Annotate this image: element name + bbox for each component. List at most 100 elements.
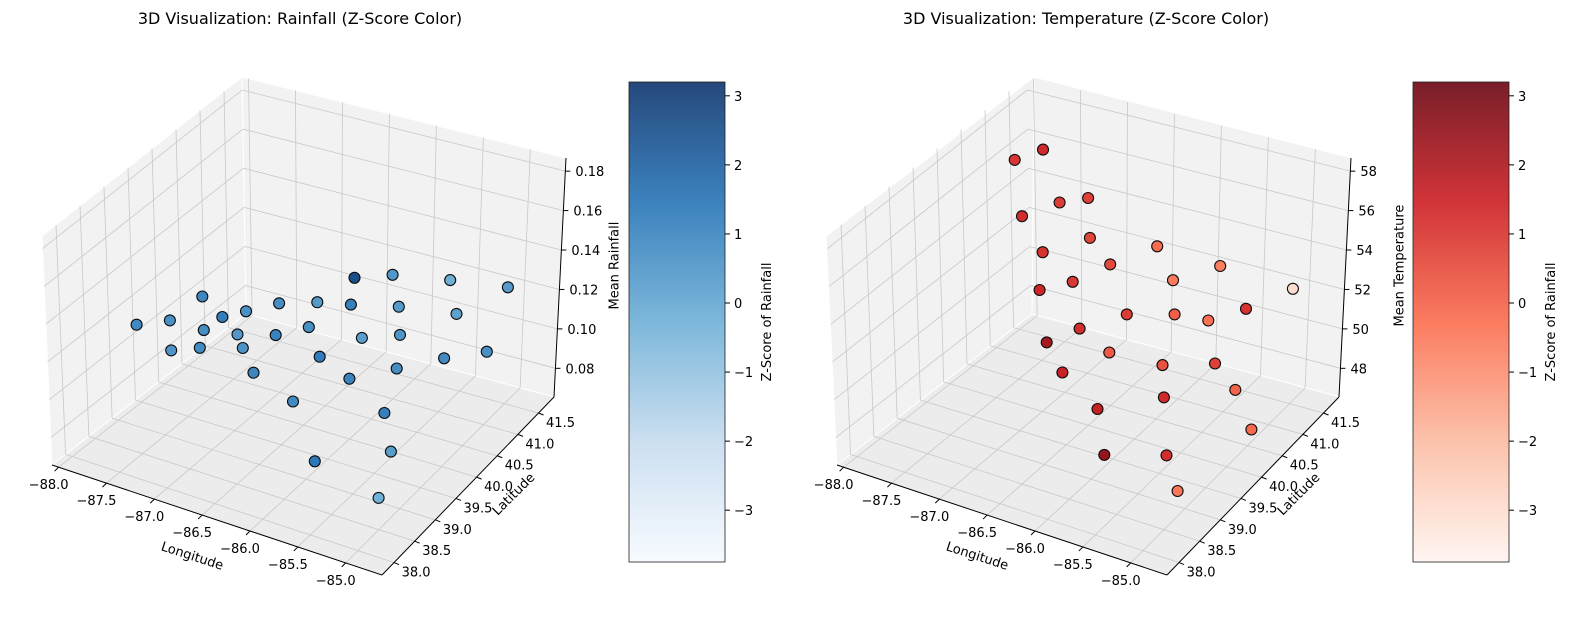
rainfall-data-point <box>450 307 463 320</box>
temperature-colorbar: −3 −2 −1 0 1 2 3 Z-Score of Rainfall <box>1412 81 1559 563</box>
rainfall-data-point <box>236 341 249 355</box>
temperature-3d-plot: 3D Visualization: Temperature (Z-Score C… <box>814 9 1408 589</box>
rainfall-chart-title: 3D Visualization: Rainfall (Z-Score Colo… <box>138 9 462 28</box>
rainfall-data-point <box>269 329 282 342</box>
rainfall-y-tick-label: 39.0 <box>443 523 472 538</box>
rainfall-colorbar-tick-label: −2 <box>734 435 753 450</box>
temperature-x-tick-label: −85.0 <box>1101 574 1141 589</box>
rainfall-data-point <box>480 345 493 358</box>
temperature-data-point <box>1239 302 1253 315</box>
rainfall-x-tick-label: −88.0 <box>29 478 69 493</box>
temperature-data-point <box>1286 282 1299 295</box>
temperature-data-point <box>1053 196 1066 209</box>
rainfall-colorbar-tick-label: −1 <box>734 366 753 381</box>
rainfall-data-point <box>193 341 206 354</box>
temperature-colorbar-tick-label: 0 <box>1518 297 1526 312</box>
temperature-x-tick-label: −86.0 <box>1005 542 1045 557</box>
temperature-x-tick-label: −85.5 <box>1053 558 1093 573</box>
rainfall-z-tick-label: 0.16 <box>573 205 602 220</box>
temperature-chart-title: 3D Visualization: Temperature (Z-Score C… <box>903 9 1269 28</box>
temperature-colorbar-tick-label: −2 <box>1518 435 1537 450</box>
rainfall-data-point <box>216 310 229 324</box>
temperature-data-point <box>1008 153 1021 166</box>
temperature-data-point <box>1168 308 1181 321</box>
rainfall-z-tick-label: 0.10 <box>567 323 596 338</box>
temperature-data-point <box>1120 308 1133 321</box>
temperature-data-point <box>1104 258 1117 271</box>
temperature-data-point <box>1156 359 1169 372</box>
rainfall-data-point <box>386 268 399 281</box>
rainfall-3d-plot: 3D Visualization: Rainfall (Z-Score Colo… <box>29 9 623 589</box>
temperature-y-tick-label: 40.0 <box>1269 480 1298 495</box>
temperature-colorbar-tick-label: 3 <box>1518 90 1526 105</box>
temperature-data-point <box>1036 143 1050 156</box>
temperature-y-tick-label: 39.0 <box>1228 523 1257 538</box>
temperature-colorbar-tick-label: 1 <box>1518 228 1526 243</box>
temperature-data-point <box>1056 366 1069 379</box>
rainfall-z-axis-label: Mean Rainfall <box>608 222 623 310</box>
temperature-data-point <box>1033 283 1046 297</box>
rainfall-y-tick-label: 41.5 <box>546 416 575 431</box>
rainfall-x-tick-label: −85.0 <box>316 574 356 589</box>
temperature-y-tick-label: 41.5 <box>1331 416 1360 431</box>
temperature-data-point <box>1073 322 1086 335</box>
rainfall-data-point <box>231 328 244 341</box>
temperature-z-tick-label: 56 <box>1358 205 1375 220</box>
temperature-data-point <box>1151 240 1164 253</box>
rainfall-colorbar-tick-label: −3 <box>734 504 753 519</box>
rainfall-data-point <box>444 274 457 287</box>
temperature-y-tick-label: 38.5 <box>1207 544 1236 559</box>
rainfall-colorbar-tick-label: 2 <box>734 159 742 174</box>
temperature-colorbar-tick-label: −1 <box>1518 366 1537 381</box>
temperature-x-tick-label: −86.5 <box>957 526 997 541</box>
rainfall-data-point <box>392 300 405 313</box>
rainfall-z-tick-label: 0.14 <box>571 244 600 259</box>
rainfall-y-tick-label: 41.0 <box>525 437 554 452</box>
temperature-z-tick-label: 52 <box>1354 283 1371 298</box>
temperature-z-tick-label: 54 <box>1356 244 1373 259</box>
temperature-data-point <box>1098 448 1111 461</box>
rainfall-data-point <box>372 491 385 504</box>
temperature-data-point <box>1245 423 1258 436</box>
rainfall-grid <box>42 78 566 564</box>
rainfall-data-point <box>343 372 356 385</box>
temperature-data-point <box>1160 449 1173 462</box>
temperature-y-tick-label: 39.5 <box>1248 501 1277 516</box>
rainfall-data-point <box>501 281 514 294</box>
rainfall-y-tick-label: 40.0 <box>484 480 513 495</box>
temperature-data-point <box>1103 346 1116 359</box>
rainfall-colorbar-tick-label: 3 <box>734 90 742 105</box>
temperature-data-point <box>1157 391 1170 404</box>
rainfall-data-point <box>130 318 143 331</box>
rainfall-data-point <box>247 366 260 379</box>
rainfall-colorbar-gradient <box>628 81 726 563</box>
temperature-data-point <box>1166 274 1180 287</box>
rainfall-x-tick-label: −87.0 <box>124 510 164 525</box>
rainfall-data-point <box>308 455 321 468</box>
temperature-data-point <box>1036 246 1049 259</box>
rainfall-colorbar-tick-label: 1 <box>734 228 742 243</box>
rainfall-y-tick-label: 39.5 <box>463 501 492 516</box>
rainfall-colorbar: −3 −2 −1 0 1 2 3 Z-Score of Rainfall <box>628 81 775 563</box>
temperature-x-tick-label: −88.0 <box>814 478 854 493</box>
temperature-grid <box>827 78 1351 564</box>
temperature-z-tick-label: 58 <box>1360 165 1377 180</box>
temperature-data-point <box>1214 259 1227 273</box>
rainfall-data-point <box>197 324 210 337</box>
rainfall-z-tick-label: 0.12 <box>569 283 598 298</box>
rainfall-data-point <box>313 350 326 363</box>
temperature-z-tick-label: 48 <box>1350 362 1367 377</box>
rainfall-z-tick-label: 0.08 <box>565 362 594 377</box>
temperature-x-tick-label: −87.5 <box>862 494 902 509</box>
rainfall-data-point <box>239 305 253 318</box>
temperature-z-axis-label: Mean Temperature <box>1393 205 1408 327</box>
temperature-data-point <box>1208 357 1222 370</box>
rainfall-x-tick-label: −87.5 <box>77 494 117 509</box>
rainfall-data-point <box>390 362 403 375</box>
temperature-x-axis-label: Longitude <box>944 540 1010 574</box>
temperature-data-point <box>1229 383 1242 396</box>
rainfall-y-tick-label: 38.0 <box>402 566 431 581</box>
rainfall-x-axis-label: Longitude <box>159 540 225 574</box>
rainfall-data-point <box>311 296 324 309</box>
temperature-data-point <box>1040 336 1053 349</box>
